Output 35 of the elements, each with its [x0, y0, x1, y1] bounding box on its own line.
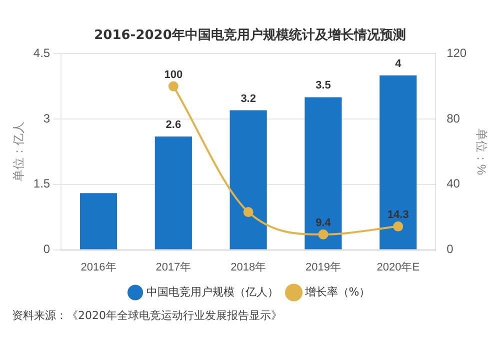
point — [393, 221, 404, 232]
x-tick-label: 2020年E — [376, 261, 420, 274]
bar — [230, 110, 267, 250]
bar — [154, 136, 192, 250]
y-axis-title: 单位：亿人 — [12, 122, 26, 182]
data-label: 9.4 — [316, 216, 332, 229]
data-label: 100 — [164, 68, 183, 81]
y-tick-label: 3 — [43, 111, 50, 126]
legend-label: 中国电竞用户规模（亿人） — [146, 285, 278, 298]
y2-tick-label: 0 — [446, 242, 454, 256]
legend-label: 增长率（%） — [304, 285, 370, 298]
text: 资料来源：《2020年全球电竞运动行业发展报告显示》 — [12, 308, 283, 323]
y2-tick-label: 80 — [446, 111, 460, 126]
point — [168, 81, 178, 92]
bar — [380, 75, 417, 250]
y-tick-label: 0 — [43, 242, 50, 256]
y2-tick-label: 120 — [446, 46, 467, 60]
data-label: 3.2 — [240, 92, 256, 105]
point — [318, 229, 328, 240]
data-label: 14.3 — [387, 208, 409, 221]
x-tick-label: 2017年 — [156, 261, 192, 274]
point — [243, 207, 254, 218]
y-tick-label: 4.5 — [33, 46, 50, 60]
x-tick-label: 2016年 — [80, 261, 116, 274]
chart-title: 2016-2020年中国电竞用户规模统计及增长情况预测 — [94, 27, 406, 44]
bar — [304, 97, 342, 250]
x-tick-label: 2018年 — [230, 261, 266, 274]
y-tick-label: 1.5 — [33, 176, 50, 191]
bar — [80, 193, 118, 250]
data-label: 2.6 — [166, 118, 182, 131]
y2-tick-label: 40 — [446, 176, 460, 191]
data-label: 4 — [395, 58, 402, 70]
y2-axis-title: 单位：% — [474, 128, 488, 176]
data-label: 3.5 — [316, 80, 331, 92]
x-tick-label: 2019年 — [305, 261, 341, 274]
